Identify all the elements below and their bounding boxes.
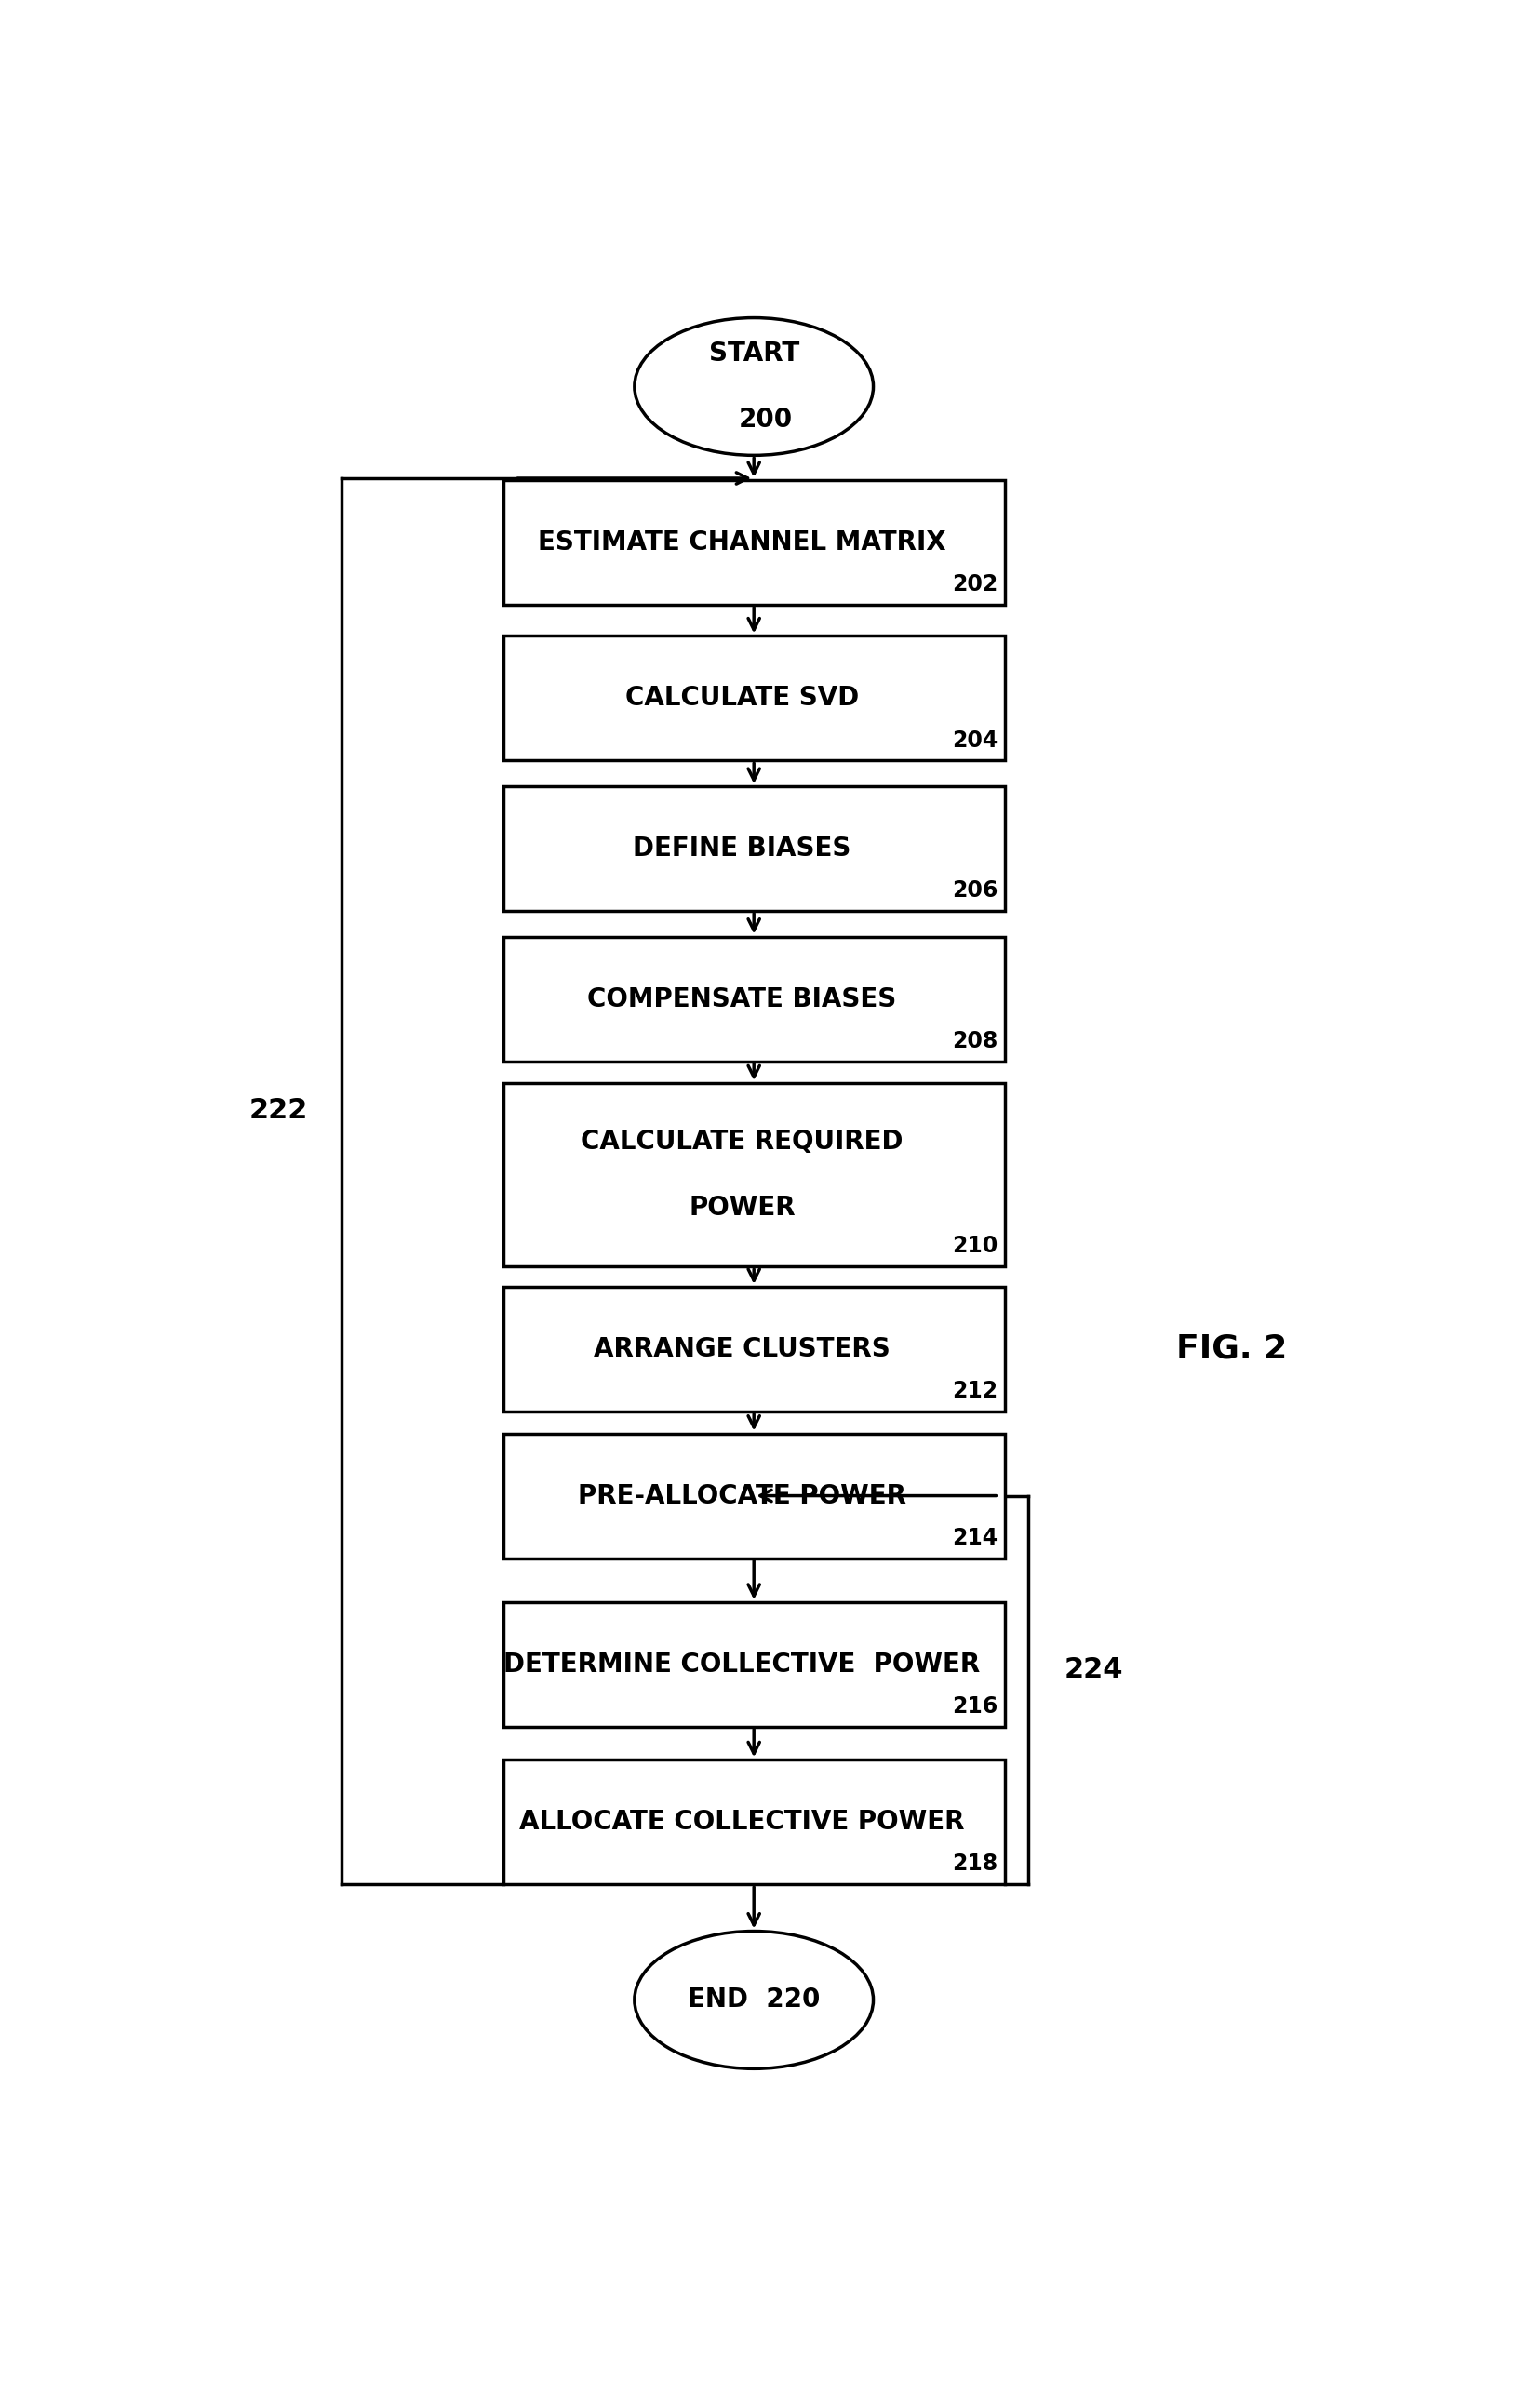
Text: 222: 222 [249, 1098, 308, 1124]
Text: ARRANGE CLUSTERS: ARRANGE CLUSTERS [593, 1336, 890, 1362]
Bar [502, 1286, 1004, 1412]
Text: 214: 214 [952, 1526, 996, 1550]
Text: 224: 224 [1064, 1657, 1123, 1683]
Text: END  220: END 220 [687, 1986, 819, 2012]
Text: CALCULATE REQUIRED: CALCULATE REQUIRED [581, 1129, 902, 1155]
Text: CALCULATE SVD: CALCULATE SVD [625, 686, 858, 712]
Text: 218: 218 [952, 1852, 996, 1876]
Bar [502, 1433, 1004, 1557]
Text: DETERMINE COLLECTIVE  POWER: DETERMINE COLLECTIVE POWER [504, 1652, 979, 1679]
Text: 212: 212 [952, 1381, 996, 1402]
Text: FIG. 2: FIG. 2 [1175, 1333, 1286, 1364]
Text: ALLOCATE COLLECTIVE POWER: ALLOCATE COLLECTIVE POWER [519, 1810, 964, 1836]
Bar [502, 481, 1004, 605]
Text: DEFINE BIASES: DEFINE BIASES [633, 836, 850, 862]
Text: 210: 210 [952, 1236, 996, 1257]
Text: COMPENSATE BIASES: COMPENSATE BIASES [587, 986, 896, 1012]
Text: START: START [708, 340, 799, 367]
Text: 202: 202 [952, 574, 996, 595]
Ellipse shape [634, 317, 873, 455]
Text: 204: 204 [952, 729, 996, 752]
Text: 216: 216 [952, 1695, 996, 1717]
Bar [502, 1083, 1004, 1267]
Text: 206: 206 [952, 879, 996, 902]
Bar [502, 786, 1004, 912]
Bar [502, 936, 1004, 1062]
Ellipse shape [634, 1931, 873, 2069]
Text: POWER: POWER [688, 1195, 795, 1221]
Text: 208: 208 [952, 1029, 996, 1052]
Text: PRE-ALLOCATE POWER: PRE-ALLOCATE POWER [578, 1483, 906, 1510]
Bar [502, 1602, 1004, 1726]
Text: ESTIMATE CHANNEL MATRIX: ESTIMATE CHANNEL MATRIX [537, 529, 946, 555]
Text: 200: 200 [738, 407, 793, 433]
Bar [502, 1760, 1004, 1883]
Bar [502, 636, 1004, 760]
